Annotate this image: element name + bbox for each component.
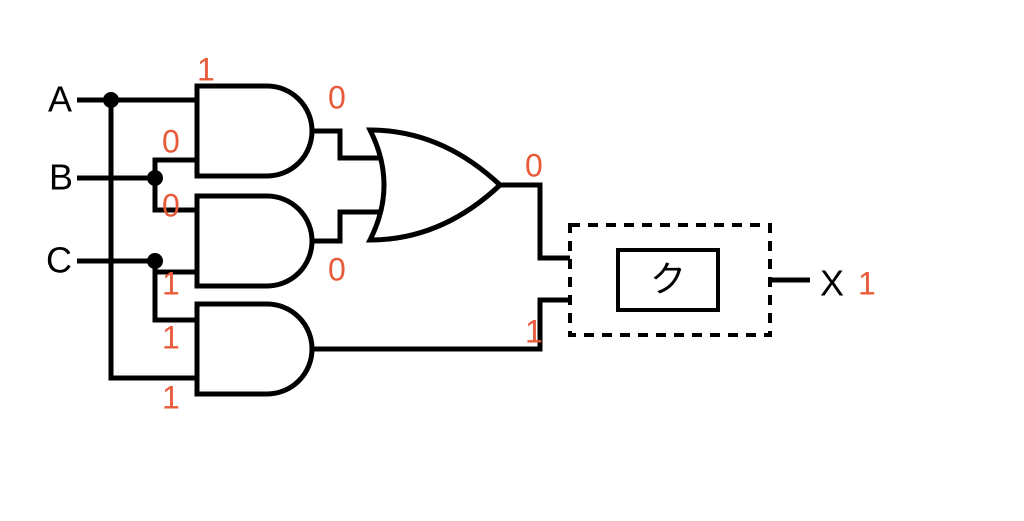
wire [111,100,197,378]
wire [77,160,197,178]
wire-junction [103,92,119,108]
and-gate [197,196,312,286]
logic-value: 1 [162,319,180,355]
logic-value: 0 [328,79,346,115]
logic-value: 1 [858,265,876,301]
logic-value: 0 [525,147,543,183]
and-gate [197,304,312,394]
logic-value: 0 [162,187,180,223]
logic-circuit-diagram: クABCX10011100011 [0,0,1024,521]
logic-value: 1 [162,265,180,301]
logic-value: 1 [525,313,543,349]
input-label-c: C [46,240,72,281]
wire-junction [147,170,163,186]
logic-value: 1 [197,51,215,87]
input-label-a: A [48,79,72,120]
output-label-x: X [820,263,844,304]
logic-value: 0 [162,123,180,159]
wire-junction [147,253,163,269]
wire [498,185,570,258]
wire [310,131,380,158]
and-gate [197,86,312,176]
logic-value: 1 [162,379,180,415]
or-gate [370,130,500,240]
logic-value: 0 [328,251,346,287]
unknown-gate-label: ク [650,259,686,300]
input-label-b: B [49,157,73,198]
